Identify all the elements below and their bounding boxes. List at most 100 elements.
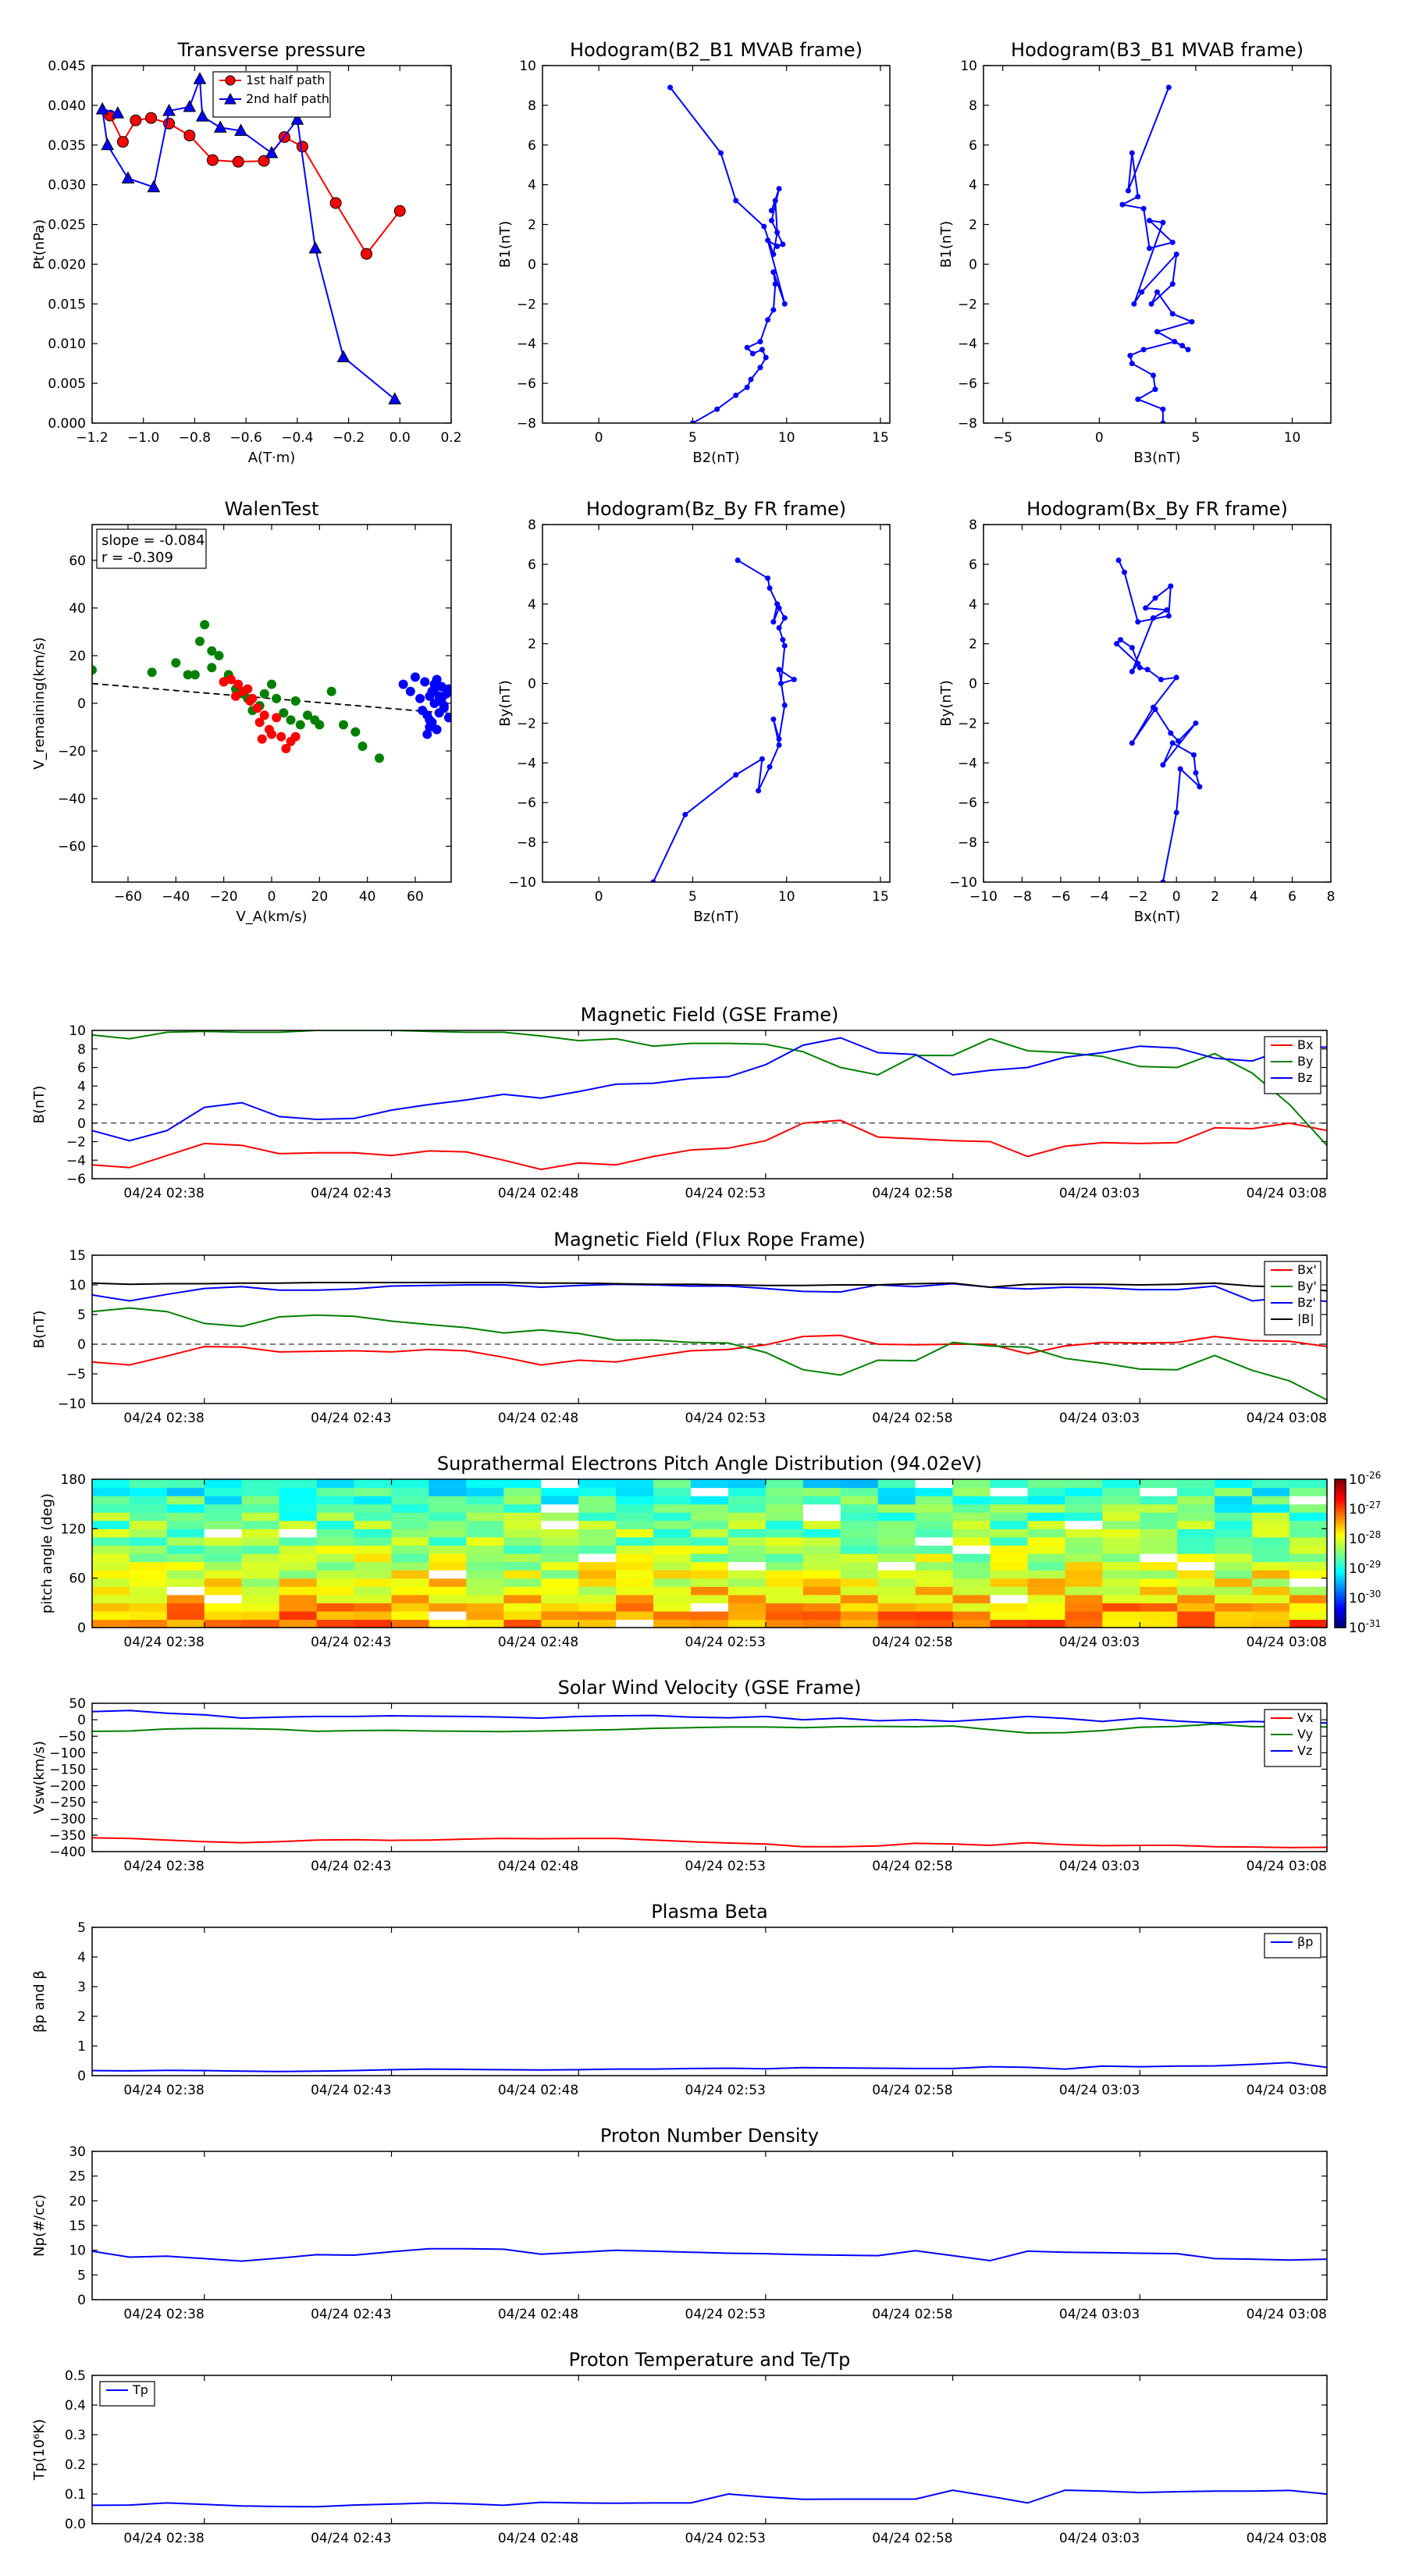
heatmap-cell bbox=[1065, 1520, 1103, 1529]
heatmap-cell bbox=[1177, 1570, 1215, 1579]
data-point bbox=[667, 84, 674, 91]
scatter-point bbox=[432, 724, 442, 735]
annotation-text: r = -0.309 bbox=[101, 550, 173, 566]
chart-solar-wind-velocity: Solar Wind Velocity (GSE Frame)−400−350−… bbox=[31, 1677, 1328, 1874]
colorbar-segment bbox=[1335, 1565, 1346, 1569]
heatmap-cell bbox=[316, 1545, 355, 1554]
y-tick-label: 8 bbox=[969, 98, 977, 114]
heatmap-cell bbox=[316, 1603, 355, 1612]
heatmap-cell bbox=[1027, 1553, 1066, 1563]
heatmap-cell bbox=[503, 1594, 542, 1603]
heatmap-cell bbox=[466, 1610, 504, 1621]
heatmap-cell bbox=[279, 1512, 318, 1521]
y-tick-label: 3 bbox=[77, 1980, 86, 1995]
heatmap-cell bbox=[166, 1512, 205, 1521]
data-point bbox=[1139, 289, 1145, 295]
scatter-point bbox=[190, 670, 200, 680]
data-point bbox=[1169, 740, 1176, 746]
plot-frame bbox=[91, 65, 452, 424]
scatter-point bbox=[429, 699, 439, 708]
heatmap-cell bbox=[802, 1479, 841, 1489]
heatmap-cell bbox=[279, 1561, 318, 1571]
heatmap-cell bbox=[840, 1561, 879, 1571]
heatmap-cell bbox=[765, 1487, 804, 1496]
series-line-Vy bbox=[92, 1723, 1327, 1735]
heatmap-cell bbox=[653, 1479, 692, 1489]
heatmap-cell bbox=[691, 1570, 729, 1579]
heatmap-cell bbox=[391, 1553, 430, 1563]
heatmap-cell bbox=[466, 1496, 504, 1505]
heatmap-cell bbox=[391, 1586, 430, 1596]
series-line-Bz bbox=[92, 1037, 1327, 1142]
colorbar-segment bbox=[1335, 1499, 1346, 1503]
heatmap-cell bbox=[802, 1536, 841, 1546]
heatmap-cell bbox=[166, 1561, 205, 1571]
heatmap-cell bbox=[1177, 1512, 1215, 1521]
heatmap-cell bbox=[429, 1536, 467, 1546]
plot-area bbox=[92, 2489, 1327, 2508]
heatmap-cell bbox=[92, 1536, 130, 1546]
y-axis-label: V_remaining(km/s) bbox=[31, 637, 48, 770]
heatmap-cell bbox=[840, 1479, 879, 1489]
x-tick-label: 8 bbox=[1327, 889, 1336, 905]
heatmap-cell bbox=[241, 1545, 280, 1554]
data-point bbox=[258, 155, 270, 167]
plot-frame bbox=[542, 524, 891, 883]
heatmap-cell bbox=[429, 1610, 467, 1621]
heatmap-cell bbox=[316, 1520, 355, 1529]
heatmap-cell bbox=[1289, 1496, 1328, 1505]
heatmap-cell bbox=[391, 1561, 430, 1571]
heatmap-cell bbox=[92, 1479, 130, 1489]
colorbar-segment bbox=[1335, 1526, 1346, 1529]
heatmap-cell bbox=[578, 1528, 617, 1538]
y-tick-label: −4 bbox=[517, 756, 536, 771]
heatmap-cell bbox=[204, 1561, 243, 1571]
plot-frame bbox=[91, 1927, 1328, 2076]
y-tick-label: −2 bbox=[958, 716, 977, 731]
heatmap-cell bbox=[1140, 1594, 1178, 1603]
colorbar-tick-label: 10-26 bbox=[1349, 1470, 1381, 1488]
heatmap-cell bbox=[316, 1586, 355, 1596]
heatmap-cell bbox=[429, 1503, 467, 1513]
heatmap-cell bbox=[166, 1603, 205, 1612]
x-tick-label: 04/24 03:08 bbox=[1247, 1635, 1327, 1650]
heatmap-cell bbox=[1140, 1578, 1178, 1587]
data-point bbox=[1154, 329, 1160, 335]
heatmap-cell bbox=[503, 1545, 542, 1554]
heatmap-cell bbox=[1289, 1610, 1328, 1621]
y-tick-label: 6 bbox=[969, 557, 977, 573]
heatmap-cell bbox=[1140, 1553, 1178, 1563]
plot-area bbox=[1114, 557, 1203, 882]
x-tick-label: 04/24 03:08 bbox=[1247, 2531, 1327, 2546]
heatmap-cell bbox=[1027, 1578, 1066, 1587]
y-tick-label: −8 bbox=[517, 416, 536, 432]
heatmap-cell bbox=[1102, 1520, 1140, 1529]
heatmap-cell bbox=[691, 1520, 729, 1529]
legend-label: βp bbox=[1297, 1934, 1313, 1949]
heatmap-cell bbox=[1140, 1586, 1178, 1596]
heatmap-cell bbox=[1215, 1479, 1253, 1489]
heatmap-cell bbox=[1177, 1603, 1215, 1612]
heatmap-cell bbox=[691, 1610, 729, 1621]
heatmap-cell bbox=[204, 1520, 243, 1529]
heatmap-cell bbox=[1177, 1610, 1215, 1621]
colorbar-segment bbox=[1335, 1550, 1346, 1554]
heatmap-cell bbox=[1252, 1536, 1290, 1546]
heatmap-cell bbox=[840, 1619, 879, 1628]
legend-label: Vz bbox=[1297, 1743, 1312, 1758]
heatmap-cell bbox=[1252, 1619, 1290, 1628]
data-point bbox=[770, 716, 777, 722]
y-tick-label: 0.5 bbox=[65, 2368, 86, 2384]
heatmap-cell bbox=[92, 1603, 130, 1612]
x-tick-label: 04/24 03:03 bbox=[1059, 2531, 1140, 2546]
plot-area bbox=[650, 557, 797, 882]
heatmap-cell bbox=[1177, 1553, 1215, 1563]
legend-label: Bx' bbox=[1297, 1262, 1317, 1277]
heatmap-cell bbox=[1289, 1536, 1328, 1546]
heatmap-cell bbox=[129, 1503, 168, 1513]
heatmap-cell bbox=[354, 1487, 393, 1496]
heatmap-cell bbox=[204, 1528, 243, 1538]
heatmap-cell bbox=[166, 1610, 205, 1621]
heatmap-cell bbox=[840, 1578, 879, 1587]
heatmap-cell bbox=[1065, 1586, 1103, 1596]
